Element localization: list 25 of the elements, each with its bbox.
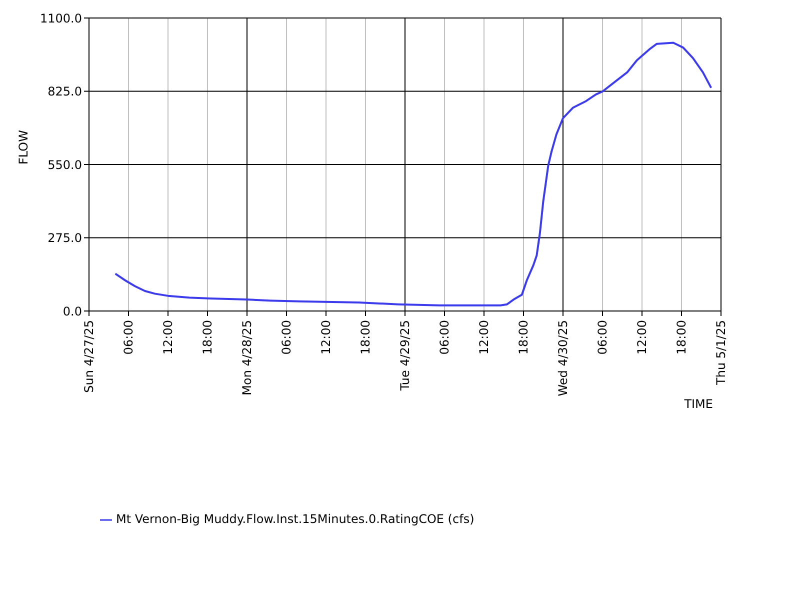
x-tick-label: 06:00 [596, 320, 610, 355]
x-tick-label: 12:00 [635, 320, 649, 355]
x-tick-label: Mon 4/28/25 [240, 320, 254, 396]
x-tick-label: Sun 4/27/25 [82, 320, 96, 393]
y-tick-label: 0.0 [62, 304, 82, 318]
x-axis-title: TIME [683, 397, 713, 411]
y-axis-title: FLOW [16, 130, 30, 164]
x-tick-label: Wed 4/30/25 [556, 320, 570, 396]
y-tick-label: 1100.0 [40, 11, 82, 26]
x-tick-label: 06:00 [280, 320, 294, 355]
x-tick-label: 18:00 [358, 320, 372, 355]
x-tick-label: 06:00 [438, 320, 452, 355]
x-tick-label: 06:00 [122, 320, 136, 355]
y-tick-label: 825.0 [48, 84, 82, 99]
y-tick-label: 275.0 [48, 231, 82, 246]
x-tick-label: Thu 5/1/25 [714, 320, 728, 386]
x-tick-label: 12:00 [319, 320, 333, 355]
x-tick-label: 12:00 [477, 320, 491, 355]
x-tick-label: 18:00 [200, 320, 214, 355]
y-tick-label: 550.0 [48, 158, 82, 172]
legend-label: Mt Vernon-Big Muddy.Flow.Inst.15Minutes.0.RatingCOE (cfs) [116, 512, 474, 526]
x-tick-label: 18:00 [674, 320, 688, 355]
x-tick-label: 18:00 [516, 320, 530, 355]
x-tick-label: 12:00 [161, 320, 175, 355]
x-tick-label: Tue 4/29/25 [398, 320, 412, 392]
